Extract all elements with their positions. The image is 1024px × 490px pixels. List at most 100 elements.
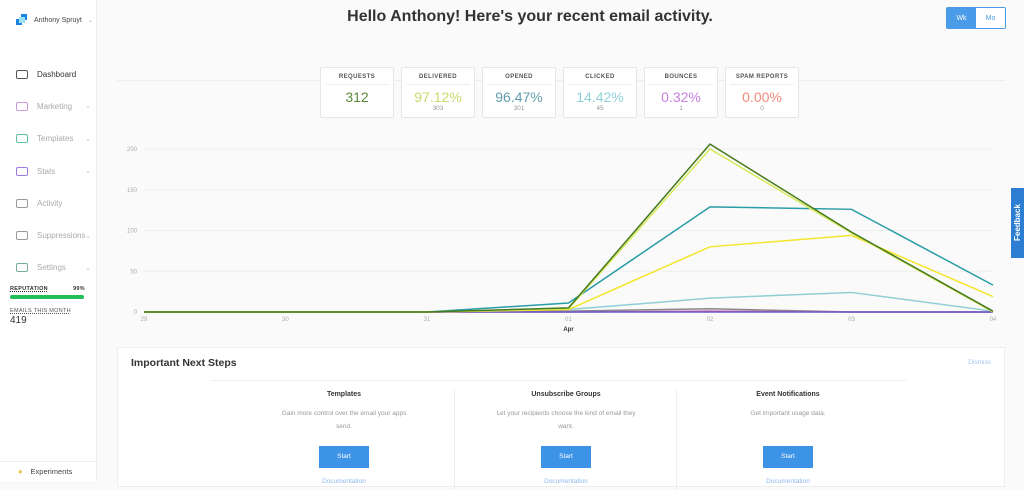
activity-chart: 0 50 100 150 200 29 30 31 01 02 03 04 Apr xyxy=(127,143,997,333)
stat-count: 303 xyxy=(432,105,444,112)
chevron-down-icon: ⌄ xyxy=(85,264,91,272)
stat-count: 0 xyxy=(760,105,764,112)
sidebar-item-settings[interactable]: Settings ⌄ xyxy=(0,252,97,284)
series-line-4 xyxy=(144,234,994,313)
toggle-month[interactable]: Mo xyxy=(976,8,1005,28)
page-title: Hello Anthony! Here's your recent email … xyxy=(347,8,713,25)
x-tick-label: 30 xyxy=(282,317,289,323)
account-menu[interactable]: Anthony Spruyt ⌄ xyxy=(16,14,93,26)
x-tick-label: 03 xyxy=(848,317,855,323)
x-tick-label: 02 xyxy=(707,317,714,323)
reputation-label: REPUTATION xyxy=(10,286,48,292)
stat-value: 14.42% xyxy=(576,89,624,105)
stat-requests: REQUESTS 312 xyxy=(320,67,394,118)
divider xyxy=(211,380,906,381)
chevron-down-icon: ⌄ xyxy=(85,103,91,111)
x-tick-label: 31 xyxy=(424,317,431,323)
sidebar-item-stats[interactable]: Stats ⌄ xyxy=(0,155,97,187)
start-button[interactable]: Start xyxy=(541,446,591,468)
x-tick-label: 29 xyxy=(141,317,148,323)
stat-label: OPENED xyxy=(487,74,551,85)
sidebar-item-label: Settings xyxy=(37,263,66,273)
divider xyxy=(454,390,455,490)
toggle-week[interactable]: Wk xyxy=(947,8,976,28)
experiments-link[interactable]: ● Experiments xyxy=(0,461,97,481)
sidebar-item-suppressions[interactable]: Suppressions ⌄ xyxy=(0,219,97,251)
documentation-link[interactable]: Documentation xyxy=(544,478,588,485)
sidebar: Anthony Spruyt ⌄ Dashboard Marketing ⌄ Templ… xyxy=(0,0,97,481)
sidebar-item-label: Templates xyxy=(37,134,74,144)
reputation-value: 99% xyxy=(73,286,85,292)
next-step-text: Get important usage data. xyxy=(750,410,826,417)
sidebar-item-label: Marketing xyxy=(37,101,73,111)
y-tick-label: 0 xyxy=(134,310,138,316)
y-tick-label: 50 xyxy=(130,269,137,275)
chevron-down-icon: ⌄ xyxy=(85,232,91,240)
next-step-card: Templates Gain more control over the emai… xyxy=(233,390,455,486)
stat-delivered: DELIVERED 97.12% 303 xyxy=(401,67,475,118)
stat-value: 97.12% xyxy=(414,89,462,105)
y-tick-label: 150 xyxy=(127,188,138,194)
emails-value: 419 xyxy=(10,315,27,326)
documentation-link[interactable]: Documentation xyxy=(766,478,810,485)
series-line-7 xyxy=(144,143,994,313)
stat-count: 1 xyxy=(679,105,683,112)
stat-value: 0.32% xyxy=(661,89,701,105)
logo-icon xyxy=(16,14,28,26)
stat-label: DELIVERED xyxy=(406,74,470,85)
next-step-card: Unsubscribe Groups Let your recipients ch… xyxy=(455,390,677,486)
period-toggle: Wk Mo xyxy=(946,7,1006,29)
stat-count: 301 xyxy=(513,105,525,112)
stat-count: 45 xyxy=(596,105,604,112)
stat-label: CLICKED xyxy=(568,74,632,85)
stat-opened: OPENED 96.47% 301 xyxy=(482,67,556,118)
stat-value: 0.00% xyxy=(742,89,782,105)
sidebar-item-label: Activity xyxy=(37,198,63,208)
stat-clicked: CLICKED 14.42% 45 xyxy=(563,67,637,118)
divider xyxy=(676,390,677,490)
sidebar-item-label: Suppressions xyxy=(37,231,86,241)
next-step-title: Templates xyxy=(326,391,362,398)
stat-bounces: BOUNCES 0.32% 1 xyxy=(644,67,718,118)
dismiss-link[interactable]: Dismiss xyxy=(968,359,991,366)
sidebar-item-dashboard[interactable]: Dashboard xyxy=(0,58,97,90)
activity-icon xyxy=(16,198,28,208)
feedback-tab[interactable]: Feedback xyxy=(1011,188,1024,258)
y-tick-label: 200 xyxy=(127,147,138,153)
stat-spam-reports: SPAM REPORTS 0.00% 0 xyxy=(725,67,799,118)
stat-label: SPAM REPORTS xyxy=(730,74,794,85)
x-tick-label: 01 xyxy=(565,317,572,323)
sidebar-item-activity[interactable]: Activity xyxy=(0,187,97,219)
reputation-bar xyxy=(10,295,85,299)
series-line-5 xyxy=(144,206,994,313)
documentation-link[interactable]: Documentation xyxy=(322,478,366,485)
next-step-title: Unsubscribe Groups xyxy=(531,391,601,398)
sidebar-item-label: Dashboard xyxy=(37,69,77,79)
start-button[interactable]: Start xyxy=(319,446,369,468)
templates-icon xyxy=(16,134,28,144)
sidebar-nav: Dashboard Marketing ⌄ Templates ⌄ Stats ⌄ Activ… xyxy=(0,58,97,284)
gauge-icon xyxy=(16,69,28,79)
start-button[interactable]: Start xyxy=(763,446,813,468)
stat-label: REQUESTS xyxy=(325,74,389,85)
next-step-title: Event Notifications xyxy=(756,391,820,398)
stats-icon xyxy=(16,166,28,176)
stats-row: REQUESTS 312 DELIVERED 97.12% 303 OPENED 96.47… xyxy=(320,67,799,118)
y-tick-label: 100 xyxy=(127,229,138,235)
next-steps-title: Important Next Steps xyxy=(131,357,237,369)
chevron-down-icon: ⌄ xyxy=(85,168,91,176)
settings-icon xyxy=(16,263,28,273)
account-name: Anthony Spruyt xyxy=(34,16,82,24)
sidebar-item-templates[interactable]: Templates ⌄ xyxy=(0,123,97,155)
chevron-down-icon: ⌄ xyxy=(87,17,93,24)
stat-value: 96.47% xyxy=(495,89,543,105)
next-step-text: Gain more control over the email your ap… xyxy=(281,410,407,430)
next-steps-card: Important Next Steps Dismiss Templates Ga… xyxy=(117,347,1005,490)
suppressions-icon xyxy=(16,231,28,241)
emails-this-month: EMAILS THIS MONTH 419 xyxy=(10,308,71,326)
emails-label: EMAILS THIS MONTH xyxy=(10,308,71,314)
reputation: REPUTATION 99% xyxy=(10,286,85,299)
next-step-card: Event Notifications Get important usage d… xyxy=(677,390,899,486)
megaphone-icon xyxy=(16,101,28,111)
sidebar-item-marketing[interactable]: Marketing ⌄ xyxy=(0,90,97,122)
